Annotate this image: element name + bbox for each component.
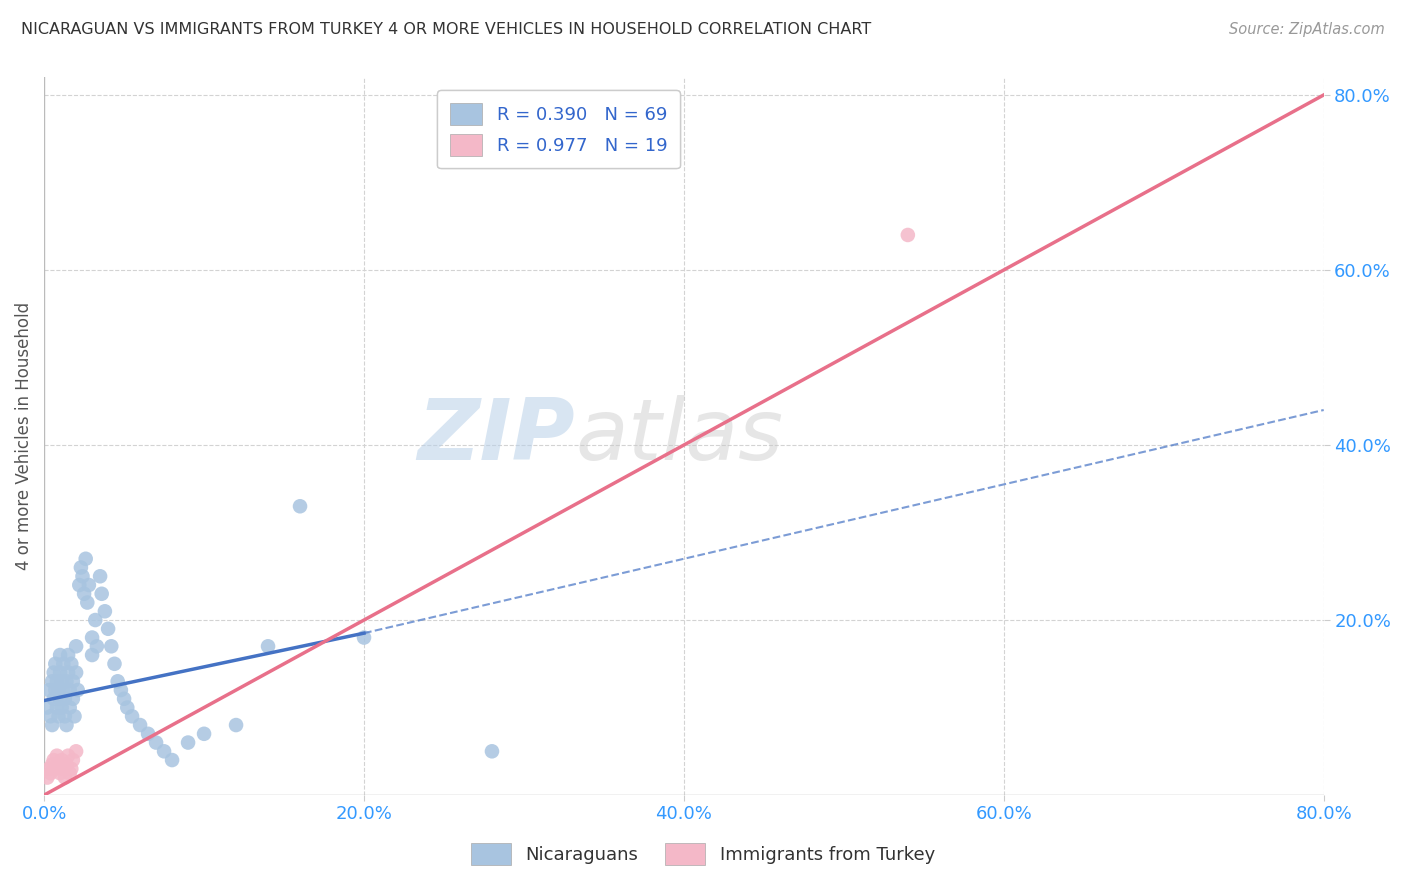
Point [121,709,143,723]
Point [82,648,104,662]
Point [97,622,120,636]
Point [160,753,183,767]
Y-axis label: 4 or more Vehicles in Household: 4 or more Vehicles in Household [15,302,32,570]
Text: atlas: atlas [575,395,783,478]
Point [52,762,75,776]
Point [62,674,84,689]
Point [145,735,167,749]
Point [84,613,107,627]
Point [117,700,139,714]
Point [44,683,66,698]
Point [59,700,82,714]
Point [89,569,111,583]
Legend: Nicaraguans, Immigrants from Turkey: Nicaraguans, Immigrants from Turkey [464,836,942,872]
Point [42,665,65,680]
Point [49,766,72,780]
Point [52,683,75,698]
Point [72,569,94,583]
Point [65,744,87,758]
Legend: R = 0.390   N = 69, R = 0.977   N = 19: R = 0.390 N = 69, R = 0.977 N = 19 [437,90,681,169]
Point [48,683,70,698]
Text: Source: ZipAtlas.com: Source: ZipAtlas.com [1229,22,1385,37]
Point [177,735,200,749]
Point [65,640,87,654]
Point [107,674,129,689]
Point [49,691,72,706]
Point [53,771,76,785]
Point [70,560,93,574]
Point [55,674,77,689]
Point [59,683,82,698]
Point [75,551,97,566]
Text: NICARAGUAN VS IMMIGRANTS FROM TURKEY 4 OR MORE VEHICLES IN HOUSEHOLD CORRELATION: NICARAGUAN VS IMMIGRANTS FROM TURKEY 4 O… [21,22,872,37]
Point [51,674,73,689]
Point [112,691,135,706]
Point [73,587,96,601]
Point [55,718,77,732]
Point [62,753,84,767]
Point [897,227,920,242]
Point [62,691,84,706]
Point [77,578,100,592]
Point [288,500,311,514]
Point [59,766,82,780]
Point [48,709,70,723]
Point [129,718,152,732]
Point [56,648,79,662]
Point [60,657,83,671]
Point [60,762,83,776]
Point [63,709,86,723]
Point [257,640,280,654]
Point [37,771,59,785]
Point [51,700,73,714]
Point [82,631,104,645]
Point [53,709,76,723]
Point [94,604,117,618]
Point [37,700,59,714]
Point [76,595,98,609]
Point [38,683,60,698]
Point [39,766,62,780]
Point [353,631,375,645]
Point [41,757,63,772]
Point [44,657,66,671]
Point [45,748,67,763]
Point [52,657,75,671]
Point [193,727,215,741]
Point [45,674,67,689]
Point [42,753,65,767]
Point [49,648,72,662]
Point [110,683,132,698]
Point [65,665,87,680]
Text: ZIP: ZIP [418,395,575,478]
Point [153,744,176,758]
Point [41,718,63,732]
Point [90,587,112,601]
Point [44,762,66,776]
Point [225,718,247,732]
Point [103,657,125,671]
Point [49,665,72,680]
Point [51,753,73,767]
Point [56,665,79,680]
Point [86,640,108,654]
Point [38,762,60,776]
Point [100,640,122,654]
Point [48,757,70,772]
Point [45,700,67,714]
Point [41,674,63,689]
Point [66,683,89,698]
Point [39,709,62,723]
Point [42,691,65,706]
Point [53,691,76,706]
Point [55,757,77,772]
Point [136,727,159,741]
Point [56,748,79,763]
Point [67,578,90,592]
Point [481,744,503,758]
